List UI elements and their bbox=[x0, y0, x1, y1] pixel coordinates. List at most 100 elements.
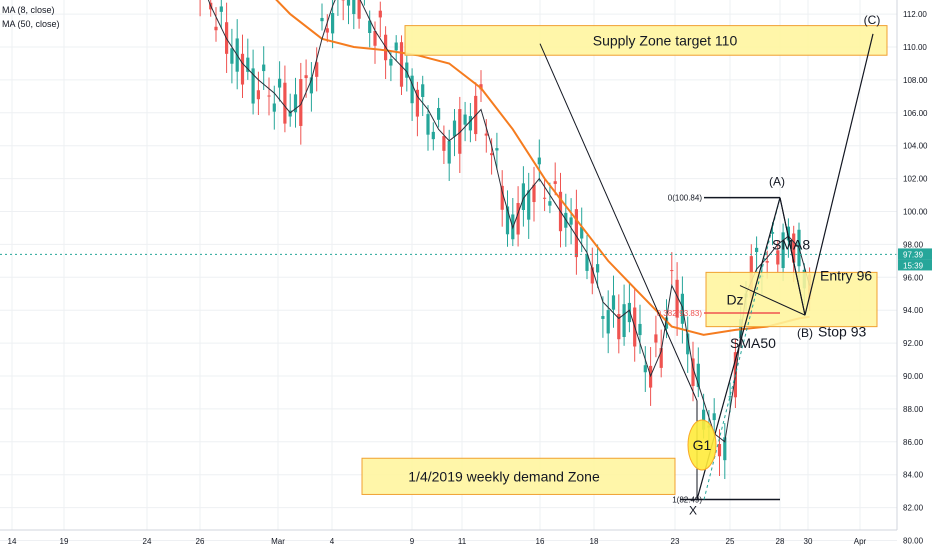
wave-point-a: (A) bbox=[769, 175, 785, 189]
price-tick-label: 80.00 bbox=[903, 537, 924, 546]
candle-body bbox=[241, 54, 244, 85]
time-tick-label: 11 bbox=[458, 537, 467, 546]
candle-body bbox=[257, 90, 260, 99]
legend-ma50[interactable]: MA (50, close) bbox=[2, 17, 60, 31]
candle-body bbox=[273, 103, 276, 111]
sma50-label: SMA50 bbox=[730, 335, 776, 351]
candle-body bbox=[654, 334, 657, 342]
price-tick-label: 82.00 bbox=[903, 504, 924, 513]
sma8-label: SMA8 bbox=[772, 236, 810, 252]
candle-body bbox=[548, 201, 551, 205]
candle-body bbox=[607, 310, 610, 333]
time-tick-label: Mar bbox=[271, 537, 285, 546]
price-tick-label: 84.00 bbox=[903, 471, 924, 480]
candle-body bbox=[411, 76, 414, 104]
price-tick-label: 92.00 bbox=[903, 339, 924, 348]
candle-body bbox=[262, 65, 265, 72]
candle-body bbox=[395, 43, 398, 51]
candle-body bbox=[283, 83, 286, 124]
candle-body bbox=[495, 148, 498, 150]
time-tick-label: 4 bbox=[330, 537, 335, 546]
candle-body bbox=[453, 121, 456, 137]
candle-body bbox=[448, 141, 451, 164]
time-tick-label: 24 bbox=[143, 537, 152, 546]
candle-body bbox=[320, 18, 323, 21]
candle-body bbox=[437, 108, 440, 120]
price-axis[interactable]: 80.00 82.00 84.00 86.00 88.00 90.00 92.00 94.00… bbox=[897, 0, 932, 550]
fib-label-0: 0(100.84) bbox=[668, 194, 703, 203]
time-tick-label: 18 bbox=[590, 537, 599, 546]
candle-body bbox=[570, 217, 573, 224]
candle-body bbox=[426, 114, 429, 135]
candle-body bbox=[623, 304, 626, 337]
candle-body bbox=[214, 27, 217, 30]
candle-body bbox=[718, 444, 721, 456]
last-price-value: 97.39 bbox=[903, 250, 924, 259]
zone-label-demand: 1/4/2019 weekly demand Zone bbox=[408, 468, 600, 484]
candle-body bbox=[517, 203, 520, 234]
zone-label-supply1: Supply Zone target 110 bbox=[593, 32, 738, 48]
price-tick-label: 94.00 bbox=[903, 306, 924, 315]
candle-body bbox=[442, 136, 445, 151]
candle-body bbox=[729, 396, 732, 397]
fib-label-382: 0.382(93.83) bbox=[657, 309, 703, 318]
candle-body bbox=[490, 153, 493, 155]
price-tick-label: 98.00 bbox=[903, 240, 924, 249]
candle-body bbox=[230, 48, 233, 63]
candle-body bbox=[469, 116, 472, 130]
time-tick-label: 25 bbox=[726, 537, 735, 546]
candle-body bbox=[389, 59, 392, 66]
price-tick-label: 100.00 bbox=[903, 208, 928, 217]
candle-body bbox=[538, 158, 541, 165]
candle-body bbox=[601, 316, 604, 319]
zone-label-dz: Dz bbox=[726, 292, 743, 308]
candle-body bbox=[379, 11, 382, 18]
stop-label: Stop 93 bbox=[818, 324, 866, 340]
candle-body bbox=[644, 365, 647, 372]
candle-body bbox=[432, 132, 435, 139]
candle-body bbox=[331, 13, 334, 33]
wave-point-x: X bbox=[689, 504, 697, 518]
candle-body bbox=[766, 261, 769, 263]
price-tick-label: 104.00 bbox=[903, 142, 928, 151]
candle-body bbox=[554, 181, 557, 184]
price-tick-label: 102.00 bbox=[903, 175, 928, 184]
indicator-legend: MA (8, close) MA (50, close) bbox=[2, 3, 60, 31]
candle-body bbox=[612, 295, 615, 309]
candle-body bbox=[575, 209, 578, 257]
price-tick-label: 106.00 bbox=[903, 109, 928, 118]
time-tick-label: Apr bbox=[854, 537, 867, 546]
candle-body bbox=[220, 6, 223, 11]
candle-body bbox=[670, 270, 673, 271]
candle-body bbox=[776, 250, 779, 264]
candle-body bbox=[501, 186, 504, 210]
time-tick-label: 14 bbox=[8, 537, 17, 546]
time-tick-label: 19 bbox=[60, 537, 69, 546]
candle-body bbox=[305, 75, 308, 78]
candle-body bbox=[596, 264, 599, 272]
candle-body bbox=[278, 79, 281, 88]
price-tick-label: 110.00 bbox=[903, 43, 927, 52]
candle-body bbox=[485, 134, 488, 136]
price-tick-label: 96.00 bbox=[903, 273, 924, 282]
legend-ma8[interactable]: MA (8, close) bbox=[2, 3, 60, 17]
entry-label: Entry 96 bbox=[820, 268, 872, 284]
price-tick-label: 90.00 bbox=[903, 372, 924, 381]
candle-body bbox=[713, 413, 716, 420]
price-tick-label: 112.00 bbox=[903, 10, 927, 19]
price-tick-label: 86.00 bbox=[903, 438, 924, 447]
price-tick-label: 88.00 bbox=[903, 405, 924, 414]
candle-body bbox=[527, 190, 530, 219]
candle-body bbox=[326, 28, 329, 32]
time-tick-label: 30 bbox=[804, 537, 813, 546]
time-value: 15:39 bbox=[903, 261, 924, 270]
wave-point-c: (C) bbox=[864, 13, 881, 27]
time-tick-label: 23 bbox=[671, 537, 680, 546]
wave-point-b: (B) bbox=[797, 326, 813, 340]
price-tick-label: 108.00 bbox=[903, 76, 928, 85]
candle-body bbox=[347, 0, 350, 6]
candle-body bbox=[358, 0, 361, 19]
